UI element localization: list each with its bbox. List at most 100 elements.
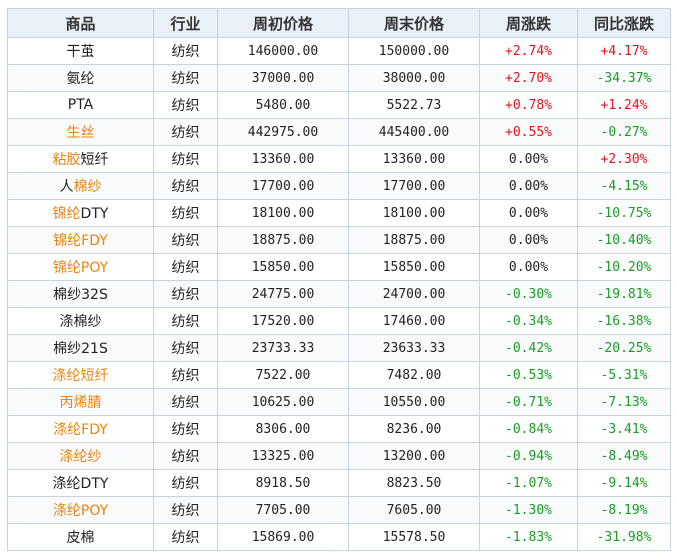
commodity-text: 人 [59,179,74,195]
header-yoy-change: 同比涨跌 [577,8,671,38]
end-price-cell: 23633.33 [348,334,480,362]
commodity-link-text[interactable]: 涤纶短纤 [52,368,109,384]
commodity-link-text[interactable]: 锦纶 [52,206,81,222]
table-row: 涤棉纱 纺织 17520.00 17460.00 -0.34% -16.38% [7,307,671,335]
table-row: 锦纶DTY 纺织 18100.00 18100.00 0.00% -10.75% [7,199,671,227]
start-price-cell: 8918.50 [217,469,349,497]
table-body: 干茧 纺织 146000.00 150000.00 +2.74% +4.17% 氨纶 纺织 37… [7,37,671,551]
end-price-cell: 5522.73 [348,91,480,119]
commodity-link-text[interactable]: 粘胶 [52,152,81,168]
yoy-change-cell: +2.30% [577,145,671,173]
weekly-change-cell: 0.00% [479,199,578,227]
table-row: 涤纶纱 纺织 13325.00 13200.00 -0.94% -8.49% [7,442,671,470]
industry-cell: 纺织 [153,415,218,443]
industry-cell: 纺织 [153,253,218,281]
commodity-name: 涤纶FDY [7,415,154,443]
start-price-cell: 13360.00 [217,145,349,173]
header-start-price: 周初价格 [217,8,349,38]
yoy-change-cell: -20.25% [577,334,671,362]
start-price-cell: 5480.00 [217,91,349,119]
industry-cell: 纺织 [153,64,218,92]
end-price-cell: 17700.00 [348,172,480,200]
weekly-change-cell: 0.00% [479,253,578,281]
table-row: 涤纶FDY 纺织 8306.00 8236.00 -0.84% -3.41% [7,415,671,443]
industry-cell: 纺织 [153,91,218,119]
yoy-change-cell: -34.37% [577,64,671,92]
yoy-change-cell: -10.20% [577,253,671,281]
start-price-cell: 18875.00 [217,226,349,254]
commodity-name: 丙烯腈 [7,388,154,416]
commodity-name: 干茧 [7,37,154,65]
weekly-change-cell: -0.53% [479,361,578,389]
table-row: 涤纶短纤 纺织 7522.00 7482.00 -0.53% -5.31% [7,361,671,389]
start-price-cell: 442975.00 [217,118,349,146]
table-header-row: 商品 行业 周初价格 周末价格 周涨跌 同比涨跌 [7,8,671,38]
table-row: 锦纶POY 纺织 15850.00 15850.00 0.00% -10.20% [7,253,671,281]
start-price-cell: 8306.00 [217,415,349,443]
end-price-cell: 13200.00 [348,442,480,470]
commodity-link-text[interactable]: 棉纱 [73,179,102,195]
weekly-change-cell: +0.55% [479,118,578,146]
commodity-link-text[interactable]: 丙烯腈 [59,395,102,411]
start-price-cell: 37000.00 [217,64,349,92]
end-price-cell: 18100.00 [348,199,480,227]
start-price-cell: 15850.00 [217,253,349,281]
commodity-link-text[interactable]: 锦纶POY [52,260,109,276]
yoy-change-cell: -5.31% [577,361,671,389]
yoy-change-cell: -16.38% [577,307,671,335]
commodity-price-table: 商品 行业 周初价格 周末价格 周涨跌 同比涨跌 干茧 纺织 146000.00 15… [7,8,671,551]
commodity-name: 氨纶 [7,64,154,92]
table-row: 棉纱32S 纺织 24775.00 24700.00 -0.30% -19.81% [7,280,671,308]
end-price-cell: 13360.00 [348,145,480,173]
start-price-cell: 7705.00 [217,496,349,524]
yoy-change-cell: -8.49% [577,442,671,470]
commodity-name: 涤纶DTY [7,469,154,497]
end-price-cell: 8823.50 [348,469,480,497]
start-price-cell: 13325.00 [217,442,349,470]
weekly-change-cell: +2.70% [479,64,578,92]
yoy-change-cell: -7.13% [577,388,671,416]
end-price-cell: 15850.00 [348,253,480,281]
header-commodity: 商品 [7,8,154,38]
weekly-change-cell: -0.71% [479,388,578,416]
industry-cell: 纺织 [153,37,218,65]
commodity-text: 涤棉纱 [59,314,102,330]
table-row: 皮棉 纺织 15869.00 15578.50 -1.83% -31.98% [7,523,671,551]
commodity-name: 人棉纱 [7,172,154,200]
industry-cell: 纺织 [153,199,218,227]
commodity-link-text[interactable]: 涤纶FDY [53,422,108,438]
commodity-text: 短纤 [80,152,109,168]
weekly-change-cell: +2.74% [479,37,578,65]
table-row: 氨纶 纺织 37000.00 38000.00 +2.70% -34.37% [7,64,671,92]
industry-cell: 纺织 [153,442,218,470]
yoy-change-cell: -10.40% [577,226,671,254]
commodity-text: 涤纶DTY [52,476,109,492]
table-row: 丙烯腈 纺织 10625.00 10550.00 -0.71% -7.13% [7,388,671,416]
commodity-name: 棉纱21S [7,334,154,362]
end-price-cell: 7605.00 [348,496,480,524]
industry-cell: 纺织 [153,307,218,335]
commodity-link-text[interactable]: 涤纶纱 [59,449,102,465]
weekly-change-cell: -0.94% [479,442,578,470]
industry-cell: 纺织 [153,523,218,551]
yoy-change-cell: -3.41% [577,415,671,443]
commodity-text: DTY [80,206,109,222]
industry-cell: 纺织 [153,334,218,362]
commodity-name: 锦纶DTY [7,199,154,227]
weekly-change-cell: 0.00% [479,226,578,254]
weekly-change-cell: -0.30% [479,280,578,308]
yoy-change-cell: -31.98% [577,523,671,551]
header-end-price: 周末价格 [348,8,480,38]
yoy-change-cell: -19.81% [577,280,671,308]
commodity-link-text[interactable]: 锦纶FDY [53,233,108,249]
commodity-name: 生丝 [7,118,154,146]
table-row: 粘胶短纤 纺织 13360.00 13360.00 0.00% +2.30% [7,145,671,173]
commodity-link-text[interactable]: 涤纶POY [52,503,109,519]
weekly-change-cell: -1.83% [479,523,578,551]
commodity-link-text[interactable]: 生丝 [66,125,95,141]
weekly-change-cell: -0.84% [479,415,578,443]
industry-cell: 纺织 [153,172,218,200]
commodity-name: 涤棉纱 [7,307,154,335]
header-industry: 行业 [153,8,218,38]
start-price-cell: 18100.00 [217,199,349,227]
